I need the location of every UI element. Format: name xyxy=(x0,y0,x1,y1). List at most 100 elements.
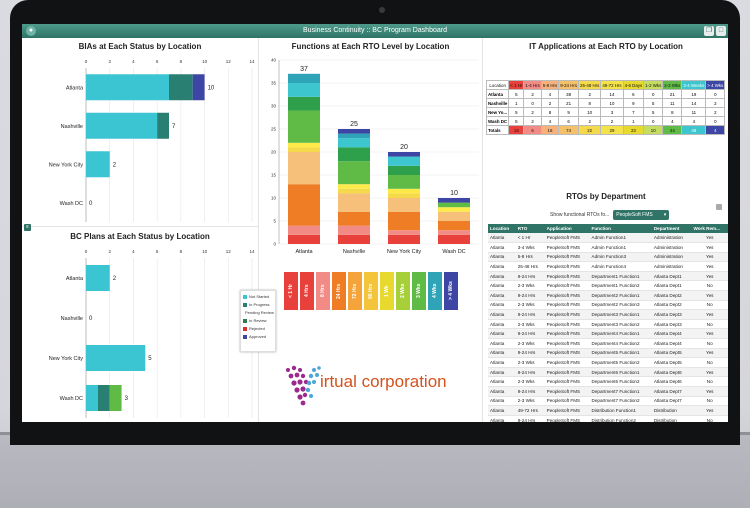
bar-segment[interactable] xyxy=(388,230,420,235)
bar-segment[interactable] xyxy=(388,156,420,166)
column-header[interactable]: Work Rem... xyxy=(691,224,728,233)
bar-segment[interactable] xyxy=(338,133,370,139)
bar-segment[interactable] xyxy=(388,193,420,198)
table-cell: 4 xyxy=(540,89,560,99)
bar-segment[interactable] xyxy=(97,385,110,411)
bar-segment[interactable] xyxy=(438,207,470,212)
bar-segment[interactable] xyxy=(109,385,122,411)
bar-segment[interactable] xyxy=(338,147,370,162)
bar-segment[interactable] xyxy=(388,198,420,212)
bar-segment[interactable] xyxy=(438,198,470,203)
table-row[interactable]: Nashville 1 0 2 21 8 10 9 5 11 14 2 xyxy=(485,98,726,108)
maximize-icon[interactable]: □ xyxy=(716,26,726,36)
bar-segment[interactable] xyxy=(338,188,370,194)
bar-segment[interactable] xyxy=(288,147,320,152)
bar-segment[interactable] xyxy=(288,152,320,185)
bar-segment[interactable] xyxy=(338,161,370,185)
x-tick-label: 2 xyxy=(108,249,111,254)
restore-icon[interactable]: ❐ xyxy=(704,26,714,36)
bar-segment[interactable] xyxy=(338,193,370,212)
table-row[interactable]: Atlanta 9-24 Hrs PeopleSoft FMS Distributio… xyxy=(488,415,728,422)
table-row[interactable]: Atlanta 5-8 Hrs PeopleSoft FMS Admin Functi… xyxy=(488,252,728,263)
bar-segment[interactable] xyxy=(86,74,169,101)
column-header[interactable]: Location xyxy=(488,224,516,233)
bar-segment[interactable] xyxy=(388,188,420,194)
bar-segment[interactable] xyxy=(288,110,320,143)
app-menu-icon[interactable]: ● xyxy=(26,26,36,36)
column-header[interactable]: RTO xyxy=(515,224,545,233)
table-cell: Department4 Function2 xyxy=(589,338,652,349)
table-row[interactable]: Atlanta 2-3 Wks PeopleSoft FMS Department2 … xyxy=(488,300,728,311)
table-cell: Atlanta xyxy=(488,396,516,407)
bar-segment[interactable] xyxy=(288,73,320,83)
bar-segment[interactable] xyxy=(438,221,470,231)
bar-segment[interactable] xyxy=(438,230,470,235)
bar-segment[interactable] xyxy=(288,142,320,148)
column-header[interactable]: Department xyxy=(651,224,692,233)
bar-segment[interactable] xyxy=(338,138,370,148)
table-cell: 3 xyxy=(600,107,624,117)
legend-item[interactable]: In Review xyxy=(243,318,273,323)
bar-segment[interactable] xyxy=(438,202,470,208)
table-row[interactable]: Atlanta 9-24 Hrs PeopleSoft FMS Department4… xyxy=(488,328,728,340)
bar-segment[interactable] xyxy=(288,184,320,226)
bar-segment[interactable] xyxy=(86,151,110,178)
bar-segment[interactable] xyxy=(338,234,370,244)
table-row[interactable]: Atlanta 5 2 4 38 2 14 6 0 21 19 0 xyxy=(485,89,726,99)
bar-segment[interactable] xyxy=(338,184,370,189)
bar-segment[interactable] xyxy=(288,225,320,235)
table-row[interactable]: Atlanta 9-24 Hrs PeopleSoft FMS Department5… xyxy=(488,348,728,359)
x-tick-label: 10 xyxy=(202,59,208,64)
table-row[interactable]: Atlanta 9-24 Hrs PeopleSoft FMS Department2… xyxy=(488,290,728,301)
table-row[interactable]: Atlanta 2-3 Wks PeopleSoft FMS Department7 … xyxy=(488,396,728,407)
table-row[interactable]: Atlanta 2-3 Wks PeopleSoft FMS Department1 … xyxy=(488,280,728,292)
bar-segment[interactable] xyxy=(338,129,370,134)
column-header[interactable]: Function xyxy=(589,224,652,233)
table-row[interactable]: Atlanta 2-3 Wks PeopleSoft FMS Department4 … xyxy=(488,338,728,349)
bar-segment[interactable] xyxy=(288,83,320,97)
table-cell: 4 xyxy=(681,116,707,126)
bar-segment[interactable] xyxy=(388,152,420,157)
bar-segment[interactable] xyxy=(86,112,158,139)
bar-segment[interactable] xyxy=(338,225,370,235)
table-row[interactable]: New Yo... 5 2 8 9 10 3 7 5 8 11 2 xyxy=(485,107,726,117)
column-header[interactable]: Application xyxy=(544,224,590,233)
legend-item[interactable]: Pending Review xyxy=(243,310,274,315)
bar-segment[interactable] xyxy=(388,165,420,175)
table-row[interactable]: Atlanta 3-4 Wks PeopleSoft FMS Admin Functi… xyxy=(488,242,728,253)
camera-icon xyxy=(379,7,385,13)
table-row[interactable]: Atlanta 2-3 Wks PeopleSoft FMS Department5 … xyxy=(488,357,728,368)
bar-segment[interactable] xyxy=(388,234,420,244)
table-row[interactable]: Atlanta 9-24 Hrs PeopleSoft FMS Department1… xyxy=(488,271,728,282)
table-row[interactable]: Atlanta < 1 Hr PeopleSoft FMS Admin Functio… xyxy=(488,233,728,244)
bar-segment[interactable] xyxy=(288,234,320,244)
table-row[interactable]: Atlanta 49-72 Hrs PeopleSoft FMS Distributi… xyxy=(488,405,728,416)
bar-segment[interactable] xyxy=(438,211,470,221)
table-row[interactable]: Wash DC 5 2 4 6 2 2 1 0 4 4 0 xyxy=(485,116,726,126)
bar-segment[interactable] xyxy=(388,175,420,189)
table-row[interactable]: Atlanta 9-24 Hrs PeopleSoft FMS Department3… xyxy=(488,309,728,320)
legend-item[interactable]: Not Started xyxy=(243,294,273,299)
table-row[interactable]: Atlanta 25-48 Hrs PeopleSoft FMS Admin Func… xyxy=(488,261,728,272)
application-select[interactable]: PeopleSoft FMS ▾ xyxy=(613,210,670,220)
column-header: 1-4 Hrs xyxy=(523,80,542,90)
table-row[interactable]: Atlanta 2-3 Wks PeopleSoft FMS Department6 … xyxy=(488,376,728,387)
bar-segment[interactable] xyxy=(438,234,470,244)
table-row[interactable]: Atlanta 9-24 Hrs PeopleSoft FMS Department6… xyxy=(488,367,728,378)
bar-segment[interactable] xyxy=(86,345,146,371)
bar-segment[interactable] xyxy=(192,74,205,101)
bar-segment[interactable] xyxy=(86,265,110,291)
bar-segment[interactable] xyxy=(86,385,98,411)
bar-segment[interactable] xyxy=(169,74,193,101)
legend-item[interactable]: Rejected xyxy=(243,326,273,331)
legend-item[interactable]: In Progress xyxy=(243,302,273,307)
table-row[interactable]: Atlanta 2-3 Wks PeopleSoft FMS Department3 … xyxy=(488,319,728,330)
bar-segment[interactable] xyxy=(157,112,169,139)
bar-segment[interactable] xyxy=(338,211,370,226)
bar-segment[interactable] xyxy=(288,96,320,111)
table-row[interactable]: Atlanta 9-24 Hrs PeopleSoft FMS Department7… xyxy=(488,386,728,397)
bar-segment[interactable] xyxy=(388,211,420,231)
expand-icon[interactable]: ≡ xyxy=(24,224,31,231)
panel-menu-icon[interactable] xyxy=(716,204,722,210)
legend-item[interactable]: Approved xyxy=(243,334,273,339)
